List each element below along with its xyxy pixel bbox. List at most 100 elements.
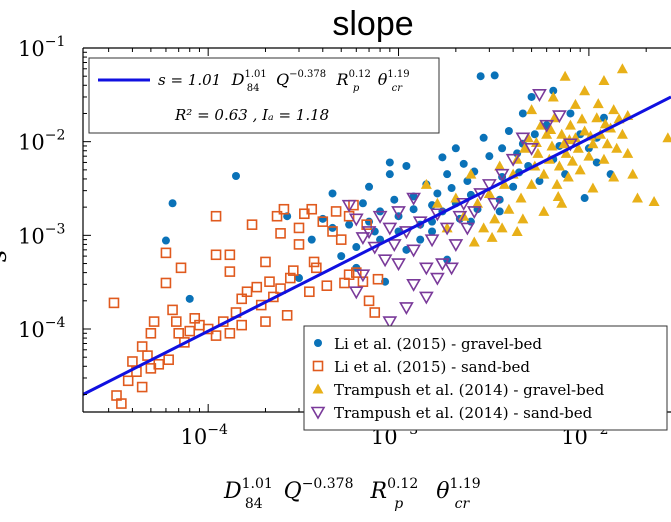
data-point [284, 272, 296, 284]
data-point [662, 132, 671, 143]
data-point [576, 113, 588, 124]
data-point [611, 142, 623, 153]
data-point [483, 187, 495, 198]
data-point [608, 104, 620, 115]
data-point [551, 178, 563, 189]
data-point [406, 279, 421, 292]
data-point [153, 358, 165, 370]
data-point [318, 214, 327, 223]
data-point [526, 104, 538, 115]
x-axis-label: D1.01 84 Q−0.378 R0.12 p θ1.19 cr [223, 469, 481, 514]
fit-line-layer [83, 95, 671, 396]
data-point [511, 225, 523, 236]
data-point [348, 213, 364, 227]
data-point [549, 86, 558, 95]
data-point [224, 327, 236, 339]
data-point [466, 206, 482, 220]
data-point [210, 210, 222, 222]
data-point [535, 177, 544, 186]
data-point [160, 247, 172, 259]
data-point [406, 244, 421, 258]
data-point [494, 168, 510, 182]
data-point [552, 110, 567, 124]
data-point [260, 316, 271, 327]
data-point [307, 235, 316, 244]
data-point [328, 223, 337, 232]
data-point [553, 160, 565, 171]
legend-label: Trampush et al. (2014) - sand-bed [334, 404, 593, 422]
data-point [361, 226, 377, 240]
data-point [287, 265, 299, 276]
legend-label: Trampush et al. (2014) - gravel-bed [334, 381, 605, 399]
data-point [591, 112, 603, 123]
data-point [448, 239, 464, 253]
data-point [116, 398, 127, 409]
data-point [308, 256, 320, 268]
data-point [566, 155, 578, 166]
data-point [498, 144, 507, 153]
data-point [558, 138, 570, 149]
data-point [348, 286, 364, 300]
data-point [519, 142, 531, 153]
data-point [443, 170, 452, 179]
data-point [526, 178, 538, 189]
y-tick-label: 10−3 [18, 221, 65, 248]
data-point [418, 262, 434, 276]
data-point [386, 239, 402, 253]
data-point [127, 356, 138, 367]
data-point [260, 256, 271, 268]
data-point [170, 316, 182, 327]
data-point [444, 262, 459, 276]
data-point [459, 159, 468, 168]
y-tick-label: 10−1 [18, 34, 65, 61]
data-point [547, 91, 559, 102]
y-tick-label: 10−4 [18, 315, 65, 342]
fit-stats: R² = 0.63 , Iₐ = 1.18 [174, 106, 329, 124]
data-point [532, 147, 544, 158]
legend-label: Li et al. (2015) - gravel-bed [334, 335, 542, 353]
data-point [361, 219, 372, 230]
data-point [509, 182, 518, 191]
data-point [549, 112, 561, 123]
data-point [372, 273, 384, 285]
data-point [420, 178, 432, 189]
data-point [168, 199, 177, 208]
data-point [538, 205, 550, 216]
data-point [330, 206, 342, 217]
data-point [416, 235, 425, 244]
data-point [598, 153, 610, 164]
data-point [566, 109, 575, 118]
data-point [486, 231, 498, 242]
data-point [108, 297, 120, 309]
data-point [552, 190, 564, 201]
data-point [468, 236, 480, 247]
data-point [390, 195, 399, 204]
data-point [399, 302, 414, 316]
fit-line [83, 95, 671, 396]
data-point [487, 197, 503, 211]
data-point [481, 179, 497, 192]
data-point [185, 294, 194, 303]
data-point [294, 274, 303, 283]
chart-title: slope [332, 5, 413, 43]
data-point [418, 291, 434, 305]
data-point [184, 325, 196, 337]
data-point [438, 153, 447, 162]
data-point [465, 168, 477, 179]
series-square-open [108, 199, 384, 409]
data-point [224, 266, 236, 277]
y-axis-label: s [0, 250, 12, 262]
data-point [321, 280, 333, 291]
data-point [608, 171, 620, 182]
data-point [343, 269, 355, 280]
data-point [574, 164, 586, 175]
data-point [337, 252, 346, 261]
data-point [327, 226, 338, 237]
data-point [355, 269, 371, 283]
data-point [424, 234, 440, 248]
data-point [278, 203, 290, 215]
data-point [369, 307, 381, 318]
data-point [546, 140, 558, 151]
fit-annotation-box: s = 1.01 D1.01 84 Q−0.378 R0.12 p θ1.19 cr … [88, 57, 440, 134]
data-point [355, 232, 371, 246]
